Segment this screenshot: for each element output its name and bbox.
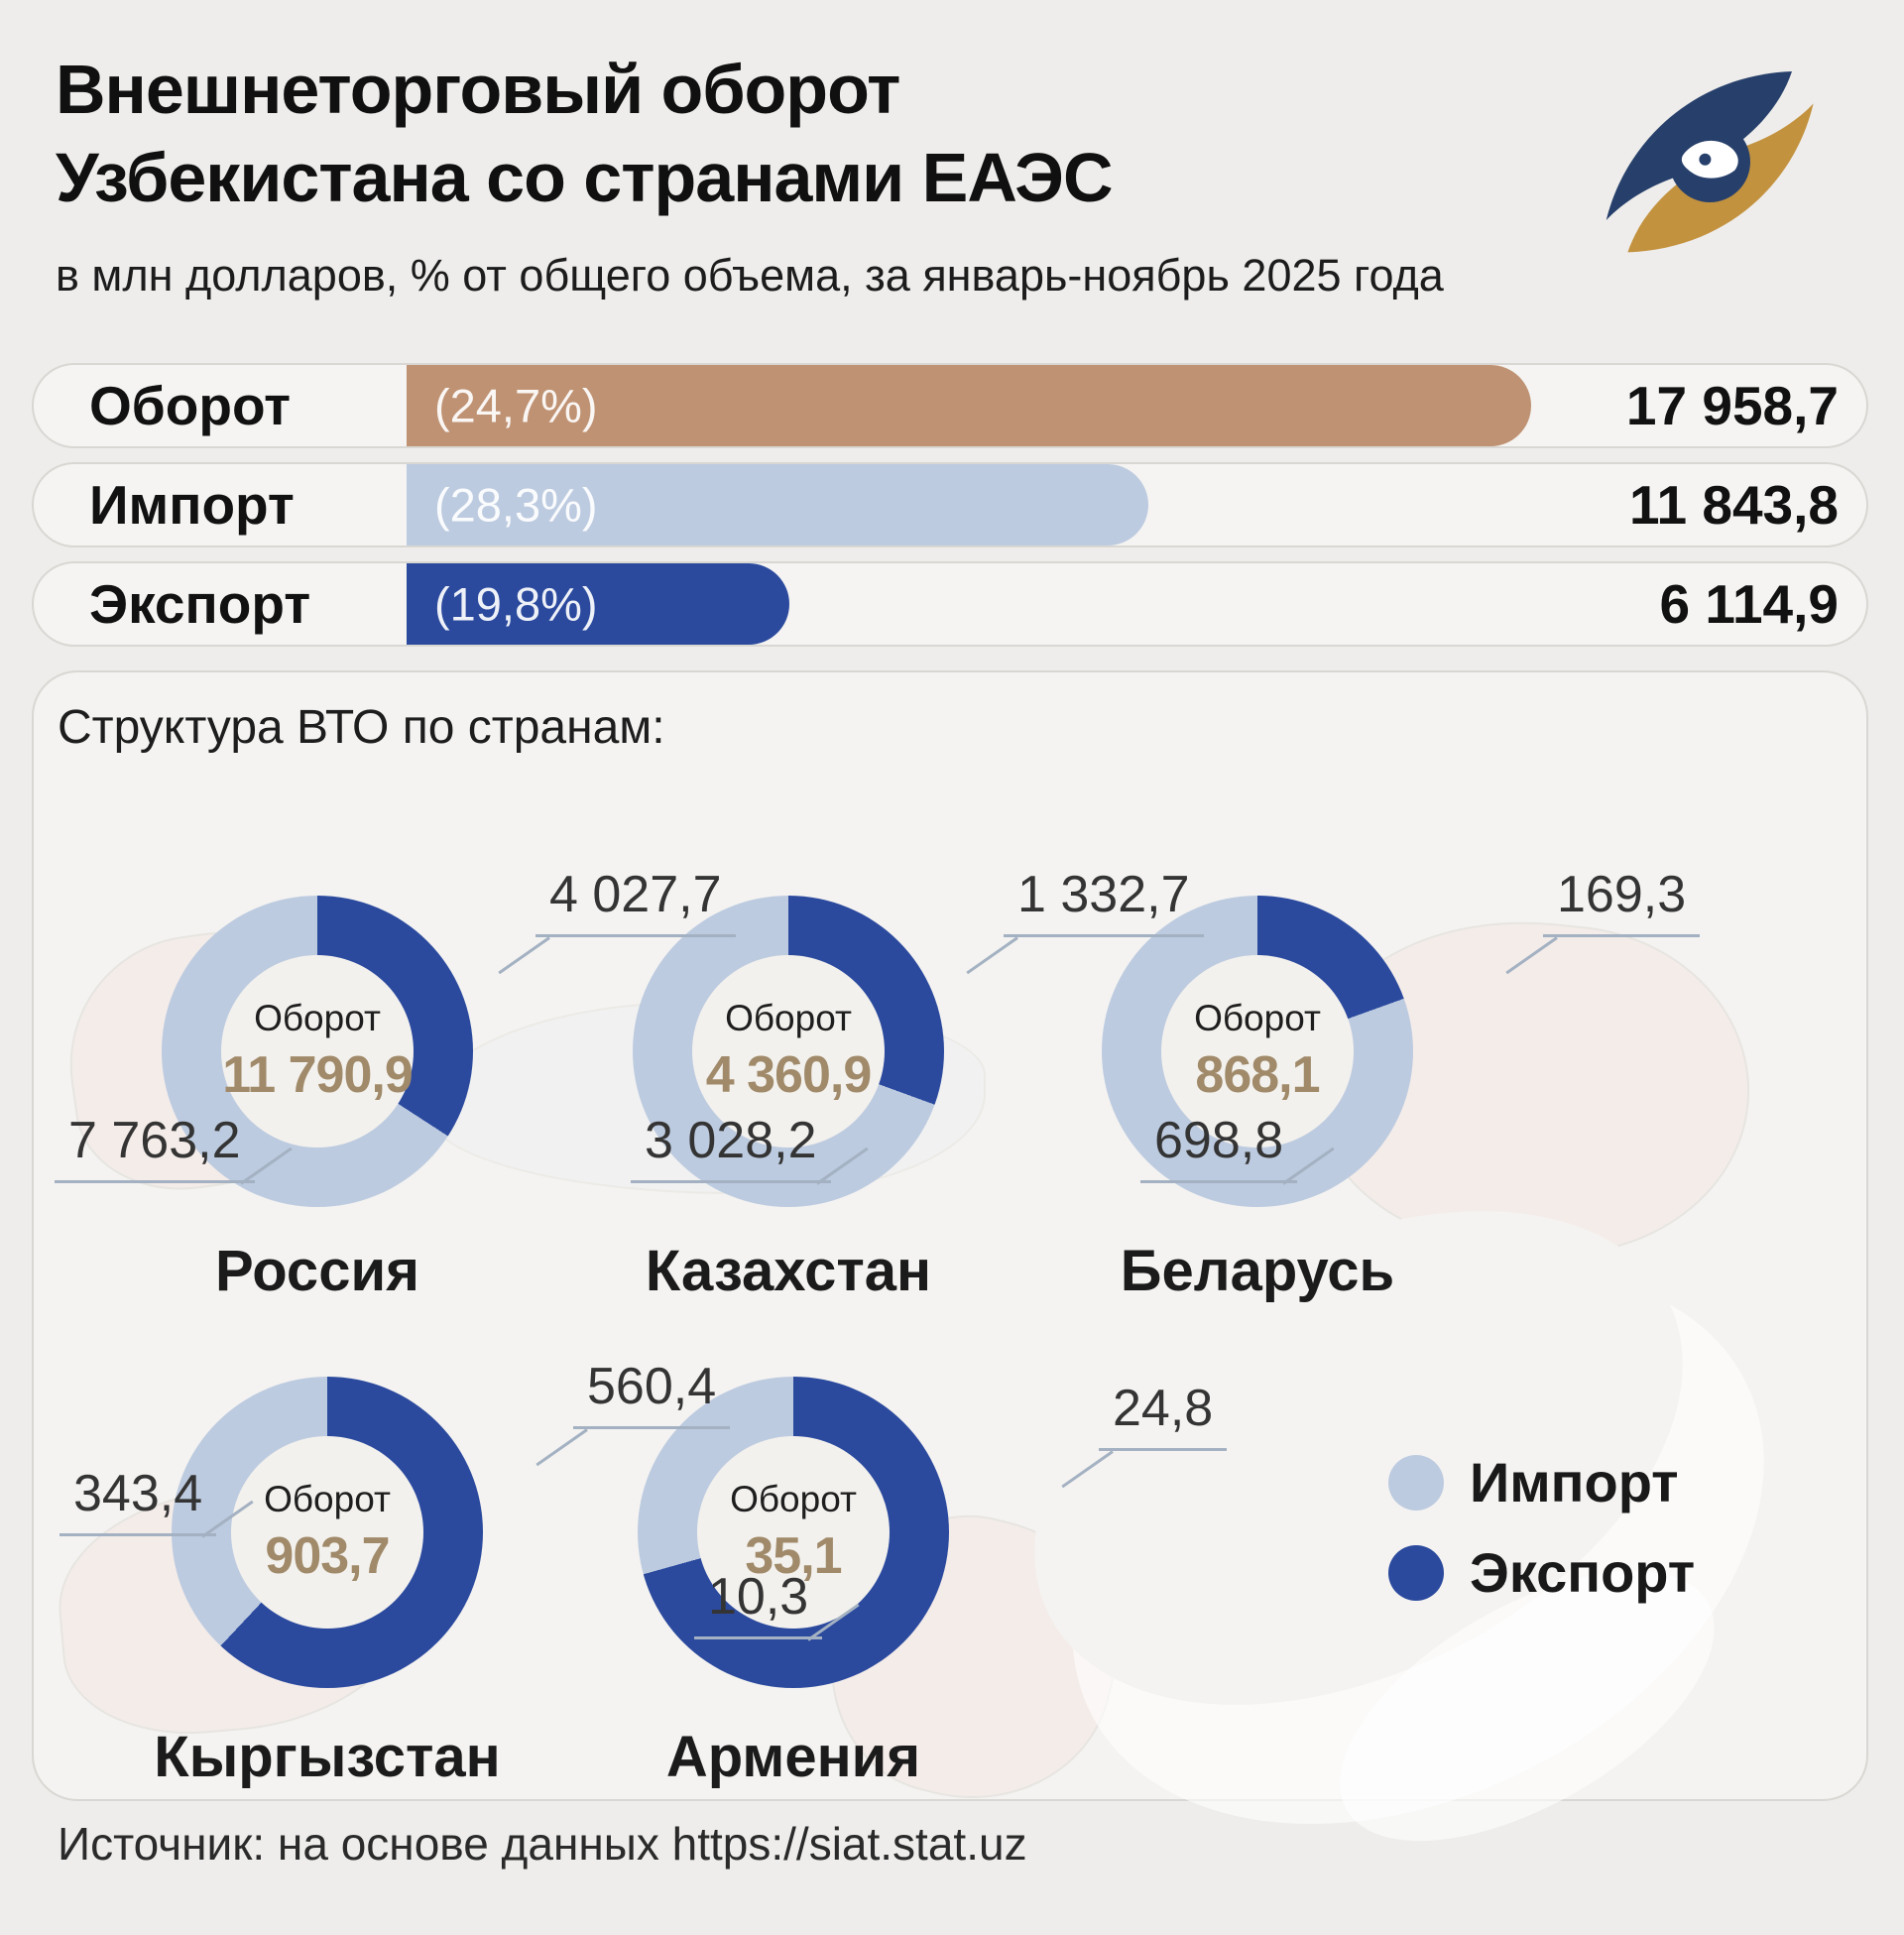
page-title: Внешнеторговый оборот Узбекистана со стр… bbox=[56, 46, 1114, 222]
legend-label-import: Импорт bbox=[1470, 1451, 1679, 1513]
callout-value: 3 028,2 bbox=[631, 1111, 831, 1183]
callout-value: 343,4 bbox=[60, 1464, 217, 1536]
callout-value: 10,3 bbox=[694, 1567, 823, 1639]
donut-kyrgyzstan: Оборот 903,7 bbox=[172, 1377, 483, 1688]
donut-center-label: Оборот bbox=[730, 1479, 857, 1519]
donut-center-value: 903,7 bbox=[265, 1527, 390, 1585]
callout-kyrgyzstan-export: 560,4 bbox=[536, 1357, 731, 1467]
bar-value-export: 6 114,9 bbox=[1659, 573, 1839, 635]
callout-value: 24,8 bbox=[1099, 1379, 1228, 1451]
legend-dot-export bbox=[1388, 1544, 1444, 1601]
country-label-kyrgyzstan: Кыргызстан bbox=[154, 1725, 501, 1789]
donut-russia: Оборот 11 790,9 bbox=[162, 896, 473, 1207]
callout-value: 560,4 bbox=[573, 1357, 731, 1429]
bar-label-export: Экспорт bbox=[89, 573, 311, 635]
callout-value: 4 027,7 bbox=[536, 865, 736, 937]
donut-center-armenia: Оборот 35,1 bbox=[697, 1436, 890, 1629]
legend-item-export: Экспорт bbox=[1388, 1540, 1695, 1605]
bar-percent-turnover: (24,7%) bbox=[434, 379, 598, 432]
section-title: Структура ВТО по странам: bbox=[58, 701, 665, 754]
bar-row-export: Экспорт (19,8%) 6 114,9 bbox=[32, 561, 1868, 647]
donut-kazakhstan: Оборот 4 360,9 bbox=[633, 896, 944, 1207]
bar-fill-turnover: (24,7%) bbox=[407, 365, 1531, 446]
donut-center-kyrgyzstan: Оборот 903,7 bbox=[231, 1436, 423, 1629]
legend-dot-import bbox=[1388, 1454, 1444, 1511]
callout-value: 7 763,2 bbox=[55, 1111, 255, 1183]
callout-value: 1 332,7 bbox=[1004, 865, 1204, 937]
donut-center-belarus: Оборот 868,1 bbox=[1161, 955, 1354, 1148]
callout-russia-import: 7 763,2 bbox=[55, 1111, 293, 1185]
bar-fill-export: (19,8%) bbox=[407, 563, 789, 645]
callout-armenia-export: 24,8 bbox=[1061, 1379, 1228, 1489]
page-title-line2: Узбекистана со странами ЕАЭС bbox=[56, 138, 1114, 216]
callout-belarus-export: 169,3 bbox=[1505, 865, 1701, 975]
page-subtitle: в млн долларов, % от общего объема, за я… bbox=[56, 250, 1444, 301]
bar-label-import: Импорт bbox=[89, 474, 295, 536]
bar-fill-import: (28,3%) bbox=[407, 464, 1148, 545]
bar-value-import: 11 843,8 bbox=[1628, 474, 1839, 536]
donut-center-label: Оборот bbox=[264, 1479, 391, 1519]
legend: Импорт Экспорт bbox=[1388, 1450, 1695, 1605]
country-label-kazakhstan: Казахстан bbox=[645, 1239, 932, 1303]
callout-kazakhstan-export: 1 332,7 bbox=[966, 865, 1204, 975]
donut-center-kazakhstan: Оборот 4 360,9 bbox=[692, 955, 885, 1148]
callout-armenia-import: 10,3 bbox=[694, 1567, 860, 1641]
page-title-line1: Внешнеторговый оборот bbox=[56, 51, 900, 128]
donut-center-value: 868,1 bbox=[1195, 1046, 1320, 1104]
source-note: Источник: на основе данных https://siat.… bbox=[58, 1818, 1027, 1870]
donut-center-russia: Оборот 11 790,9 bbox=[221, 955, 414, 1148]
country-label-russia: Россия bbox=[215, 1239, 419, 1303]
bar-percent-import: (28,3%) bbox=[434, 478, 598, 532]
donut-armenia: Оборот 35,1 bbox=[638, 1377, 949, 1688]
legend-item-import: Импорт bbox=[1388, 1450, 1695, 1514]
bar-row-turnover: Оборот (24,7%) 17 958,7 bbox=[32, 363, 1868, 448]
bar-value-turnover: 17 958,7 bbox=[1625, 375, 1839, 436]
donut-center-value: 35,1 bbox=[745, 1527, 842, 1585]
donut-center-value: 11 790,9 bbox=[222, 1046, 414, 1104]
donut-center-label: Оборот bbox=[1194, 998, 1321, 1038]
bar-percent-export: (19,8%) bbox=[434, 577, 598, 631]
eaeu-logo-icon bbox=[1585, 42, 1833, 280]
callout-belarus-import: 698,8 bbox=[1140, 1111, 1335, 1185]
callout-value: 169,3 bbox=[1543, 865, 1701, 937]
donut-belarus: Оборот 868,1 bbox=[1102, 896, 1413, 1207]
donut-center-value: 4 360,9 bbox=[705, 1046, 872, 1104]
donut-center-label: Оборот bbox=[725, 998, 852, 1038]
bar-label-turnover: Оборот bbox=[89, 375, 292, 436]
callout-kazakhstan-import: 3 028,2 bbox=[631, 1111, 869, 1185]
callout-kyrgyzstan-import: 343,4 bbox=[60, 1464, 254, 1538]
legend-label-export: Экспорт bbox=[1470, 1541, 1696, 1604]
country-label-armenia: Армения bbox=[665, 1725, 921, 1789]
donut-center-label: Оборот bbox=[254, 998, 381, 1038]
callout-value: 698,8 bbox=[1140, 1111, 1298, 1183]
country-label-belarus: Беларусь bbox=[1120, 1239, 1395, 1303]
bar-row-import: Импорт (28,3%) 11 843,8 bbox=[32, 462, 1868, 547]
callout-russia-export: 4 027,7 bbox=[498, 865, 736, 975]
